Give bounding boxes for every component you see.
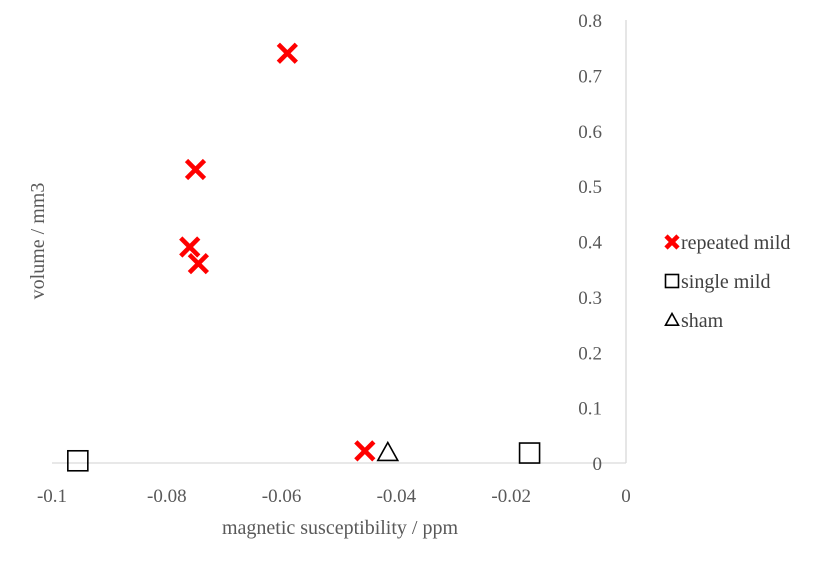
legend-item: sham xyxy=(664,310,724,332)
y-tick-label: 0.8 xyxy=(578,11,602,32)
legend: repeated mild single mild sham xyxy=(664,232,790,332)
data-point-square xyxy=(67,449,89,472)
x-tick-label: -0.08 xyxy=(147,486,187,507)
y-tick-label: 0.4 xyxy=(578,233,602,254)
y-axis-label: volume / mm3 xyxy=(27,183,49,300)
data-point-triangle xyxy=(376,440,400,462)
data-point-x xyxy=(184,158,207,181)
legend-label: single mild xyxy=(681,271,770,293)
legend-marker-square xyxy=(664,273,680,289)
y-tick-labels: 0 0.1 0.2 0.3 0.4 0.5 0.6 0.7 0.8 xyxy=(578,11,602,475)
legend-item: repeated mild xyxy=(664,232,790,254)
x-tick-label: -0.02 xyxy=(491,486,531,507)
legend-marker-x xyxy=(664,234,680,250)
data-point-x xyxy=(179,236,201,258)
x-axis-label: magnetic susceptibility / ppm xyxy=(222,517,459,539)
data-point-x xyxy=(187,253,209,275)
x-tick-label: -0.06 xyxy=(262,486,302,507)
y-tick-label: 0 xyxy=(593,454,603,475)
legend-marker-triangle xyxy=(664,311,680,327)
y-tick-label: 0.6 xyxy=(578,122,602,143)
legend-label: sham xyxy=(681,310,724,332)
y-tick-label: 0.7 xyxy=(578,66,602,87)
legend-item: single mild xyxy=(664,271,770,293)
data-point-square xyxy=(518,442,541,464)
y-tick-label: 0.3 xyxy=(578,288,602,309)
axes xyxy=(52,20,627,464)
x-tick-labels: -0.1 -0.08 -0.06 -0.04 -0.02 0 xyxy=(37,486,631,507)
legend-label: repeated mild xyxy=(681,232,790,254)
y-tick-label: 0.2 xyxy=(578,343,602,364)
x-tick-label: -0.1 xyxy=(37,486,67,507)
x-tick-label: -0.04 xyxy=(377,486,417,507)
y-tick-label: 0.5 xyxy=(578,177,602,198)
data-point-x xyxy=(354,440,376,462)
y-tick-label: 0.1 xyxy=(578,399,602,420)
data-points xyxy=(67,42,541,472)
x-tick-label: 0 xyxy=(621,486,631,507)
data-point-x xyxy=(276,42,298,64)
